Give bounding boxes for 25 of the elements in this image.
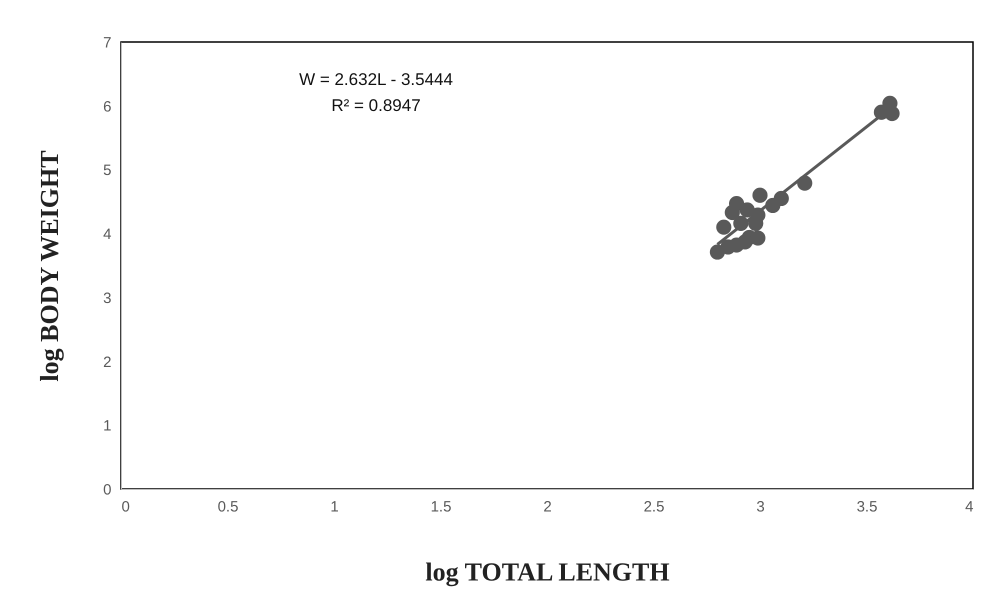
y-tick-label: 5 (103, 162, 112, 180)
x-tick-label: 3 (756, 498, 765, 516)
x-tick-label: 4 (965, 498, 974, 516)
x-tick-label: 2 (543, 498, 552, 516)
y-tick-label: 2 (103, 354, 112, 371)
y-tick-label: 6 (103, 98, 112, 116)
point (752, 188, 768, 203)
x-tick-label: 2.5 (644, 498, 664, 516)
x-tick-label: 1 (330, 498, 339, 516)
y-axis-title: log BODY WEIGHT (35, 150, 64, 382)
annotation: R² = 0.8947 (331, 96, 421, 115)
y-tick-label: 4 (103, 226, 112, 244)
x-tick-label: 0.5 (218, 498, 238, 516)
x-tick-label: 3.5 (856, 498, 878, 516)
y-tick-label: 0 (103, 482, 112, 498)
point (738, 234, 753, 250)
y-tick-label: 3 (103, 290, 112, 307)
point (716, 220, 732, 235)
x-tick-label: 1.5 (430, 498, 452, 516)
annotation: W = 2.632L - 3.5444 (299, 70, 453, 89)
point (724, 204, 740, 220)
y-tick-label: 7 (103, 34, 112, 52)
x-tick-label: 0 (122, 498, 130, 516)
x-axis-title: log TOTAL LENGTH (425, 558, 670, 586)
y-tick-label: 1 (103, 418, 112, 435)
